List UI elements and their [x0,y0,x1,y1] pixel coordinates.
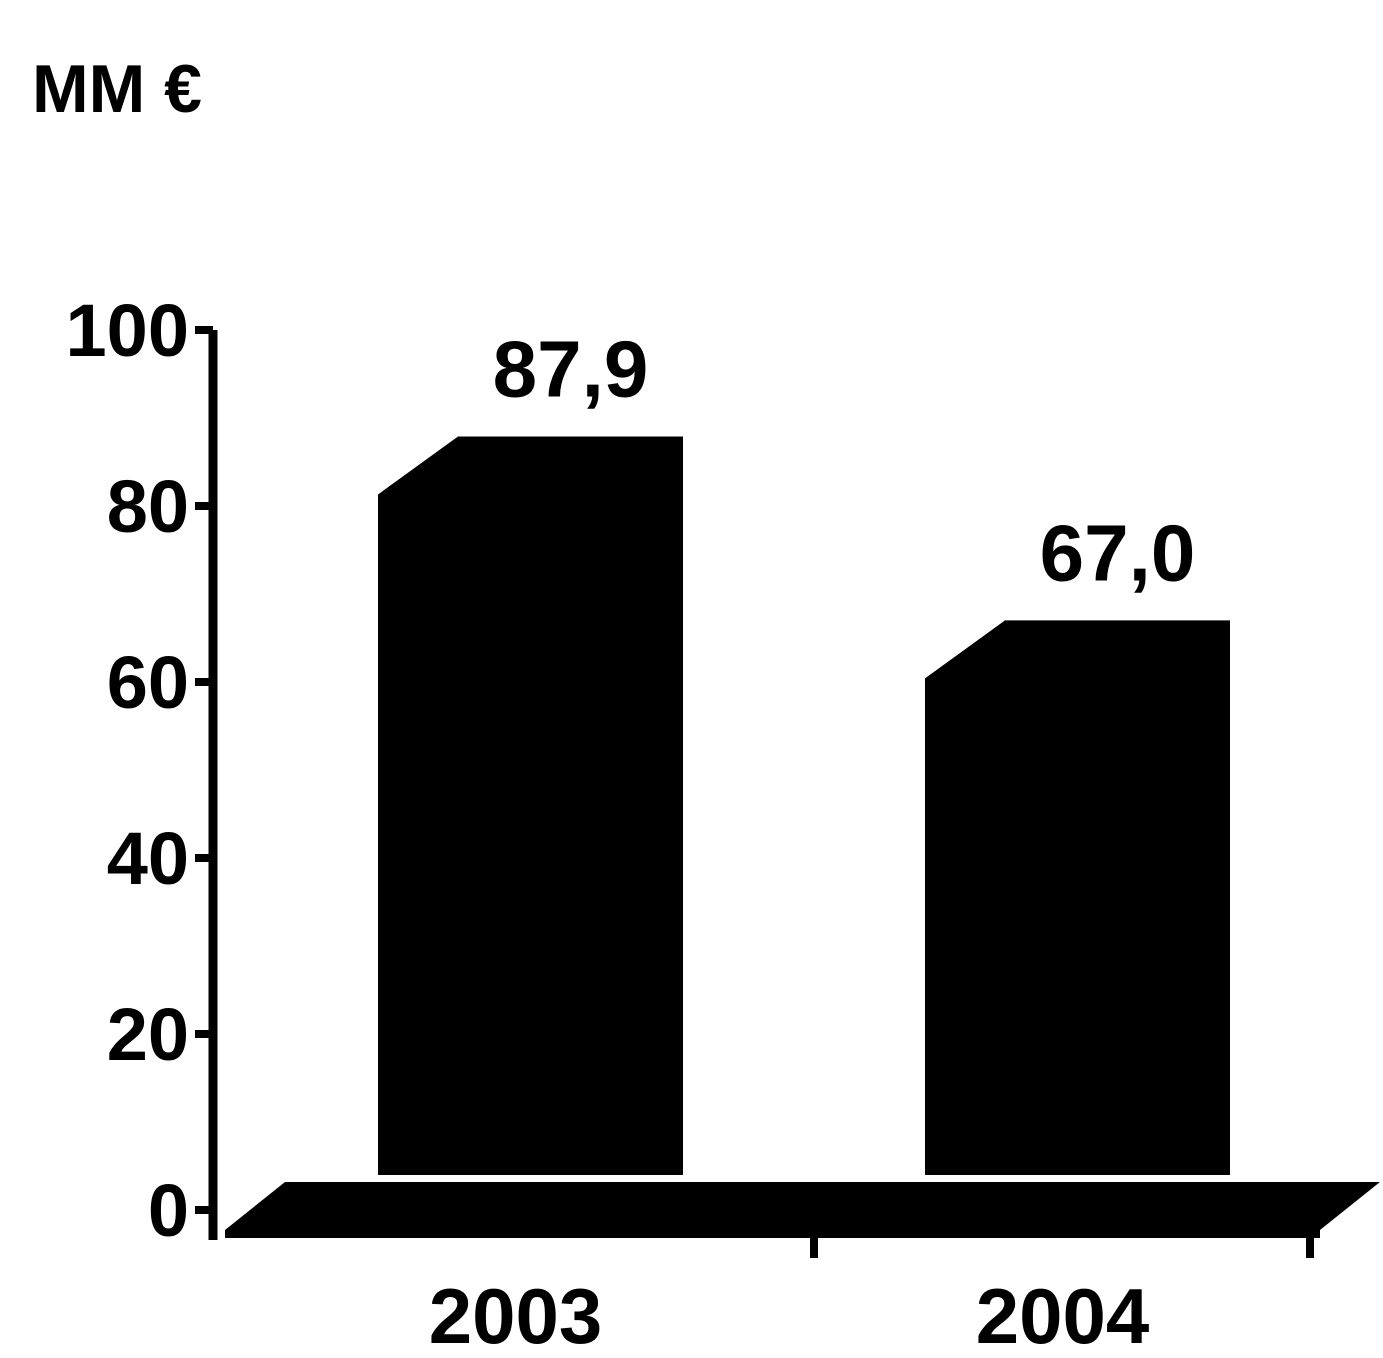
value-label-2004: 67,0 [1040,508,1196,597]
y-tick-label: 100 [66,289,189,372]
y-axis: 0 20 40 60 80 100 [66,289,218,1252]
unit-label: MM € [32,51,202,127]
y-tick-label: 0 [148,1169,189,1252]
category-label-2003: 2003 [429,1272,603,1358]
category-label-2004: 2004 [976,1272,1150,1358]
bar-front-2004 [925,678,1230,1175]
labels: 87,9 2003 67,0 2004 [429,324,1196,1358]
y-tick-label: 20 [107,993,189,1076]
bar-front-2003 [378,494,683,1176]
y-tick-label: 60 [107,641,189,724]
chart-floor [225,1182,1380,1258]
y-tick-label: 40 [107,817,189,900]
floor-slab [225,1182,1380,1238]
bars [378,436,1230,1176]
y-tick-label: 80 [107,465,189,548]
value-label-2003: 87,9 [493,324,649,413]
